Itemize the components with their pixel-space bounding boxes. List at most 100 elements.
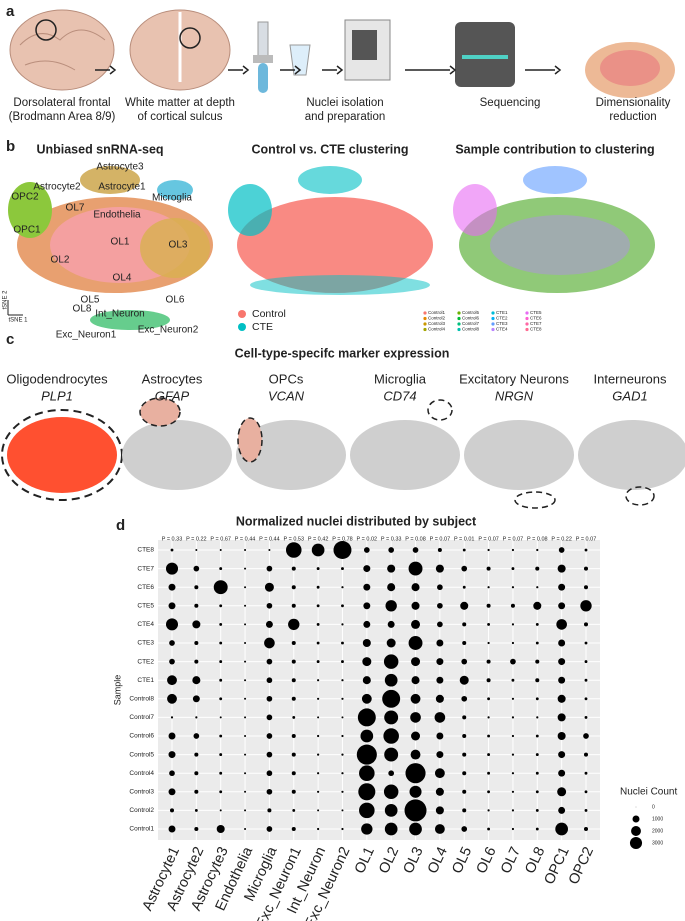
plot-title: Unbiased snRNA-seq <box>36 142 163 156</box>
bubble <box>536 548 539 552</box>
bubble <box>535 659 540 664</box>
cluster-label: Astrocyte2 <box>33 182 81 193</box>
bubble <box>511 753 515 756</box>
bubble <box>244 567 247 570</box>
bubble <box>388 547 395 553</box>
legend-label: 3000 <box>652 840 663 846</box>
y-tick-label: CTE4 <box>137 621 154 628</box>
bubble <box>292 808 296 812</box>
panel-label: b <box>6 138 15 155</box>
legend-bubble <box>629 836 643 850</box>
legend-swatch <box>423 327 427 332</box>
p-value: P = 0.01 <box>454 536 475 542</box>
tsne-illustration <box>7 166 655 330</box>
legend-bubble <box>631 826 641 836</box>
bubble <box>266 714 273 721</box>
x-tick-label: OL6 <box>474 845 500 877</box>
legend-swatch <box>423 322 427 326</box>
bubble <box>584 808 588 812</box>
legend-swatch <box>491 311 495 315</box>
bubble <box>511 623 515 626</box>
p-value: P = 0.07 <box>576 536 597 542</box>
bubble <box>291 678 296 683</box>
legend-label: Control7 <box>462 321 480 326</box>
legend-swatch <box>457 327 461 332</box>
bubble <box>341 809 344 812</box>
bubble <box>291 603 296 608</box>
bubble <box>360 729 374 743</box>
p-value: P = 0.08 <box>527 536 548 542</box>
bubble <box>244 753 247 756</box>
legend-label: CTE3 <box>496 321 508 326</box>
bubble <box>266 733 273 739</box>
bubble <box>386 638 396 648</box>
bubble <box>383 654 399 669</box>
x-tick-label: OL4 <box>425 845 451 877</box>
bubble <box>584 641 588 645</box>
step-label: Dorsolateral frontal <box>13 97 110 109</box>
bubble <box>357 708 376 727</box>
bubble <box>411 657 421 667</box>
y-tick-label: Control6 <box>129 733 154 740</box>
bubble <box>558 547 565 553</box>
legend-label: 1000 <box>652 816 663 822</box>
bubble <box>462 808 467 813</box>
bubble <box>316 660 320 664</box>
bubble <box>244 642 247 644</box>
bubble <box>384 673 398 687</box>
legend-label: CTE4 <box>496 327 508 332</box>
legend-label: CTE1 <box>496 310 508 315</box>
bubble <box>583 622 589 627</box>
bubble <box>487 734 491 738</box>
bubble <box>219 809 222 812</box>
bubble <box>264 582 274 592</box>
bubble <box>194 585 199 590</box>
bubble <box>487 641 490 645</box>
bubble <box>266 695 273 702</box>
bubble <box>583 752 589 757</box>
bubble <box>341 734 344 738</box>
bubble <box>511 678 515 682</box>
cluster-label: OL8 <box>73 304 92 315</box>
bubble <box>291 659 296 664</box>
bubble <box>511 641 515 645</box>
bubble <box>317 809 320 812</box>
bubble <box>285 542 302 558</box>
y-tick-label: CTE7 <box>137 565 154 572</box>
bubble <box>194 826 199 832</box>
bubble <box>584 715 588 719</box>
bubble <box>363 620 371 628</box>
bubble <box>435 787 444 796</box>
cluster-label: Endothelia <box>93 210 141 221</box>
bubble <box>511 827 515 831</box>
cluster-label: OL7 <box>66 203 85 214</box>
bubble <box>408 561 423 576</box>
bubble <box>558 602 566 610</box>
p-value: P = 0.33 <box>162 536 183 542</box>
bubble <box>536 586 539 589</box>
bubble <box>219 660 223 664</box>
plot-title: Sample contribution to clustering <box>455 142 654 156</box>
bubble <box>411 583 420 592</box>
plot-background <box>158 540 600 840</box>
bubble <box>411 731 421 741</box>
bubble <box>436 639 444 647</box>
bubble <box>362 657 372 667</box>
chart-title: Normalized nuclei distributed by subject <box>236 514 477 528</box>
bubble <box>387 620 395 628</box>
x-tick-label: OL5 <box>449 845 475 877</box>
bubble <box>363 565 371 573</box>
panel-label: d <box>116 517 125 534</box>
marker-gene: PLP1 <box>41 388 73 403</box>
legend-bubble <box>635 806 637 808</box>
bubble <box>266 826 273 832</box>
bubble <box>511 586 515 589</box>
bubble <box>384 747 399 762</box>
bubble <box>168 732 176 740</box>
bubble <box>168 788 176 796</box>
cluster-label: OL5 <box>81 295 100 306</box>
bubble <box>363 583 371 591</box>
bubble <box>533 601 542 610</box>
bubble <box>558 769 566 777</box>
marker-gene: VCAN <box>268 388 305 403</box>
